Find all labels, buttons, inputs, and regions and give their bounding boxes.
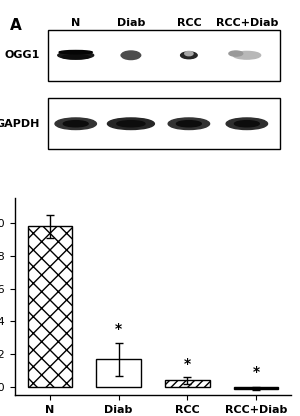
Ellipse shape <box>121 52 141 58</box>
Bar <box>234 387 278 389</box>
Ellipse shape <box>55 118 96 129</box>
Ellipse shape <box>176 121 201 127</box>
Text: OGG1: OGG1 <box>4 50 40 60</box>
Text: Diab: Diab <box>117 17 145 27</box>
Ellipse shape <box>117 121 145 127</box>
Text: A: A <box>10 17 21 32</box>
Text: *: * <box>115 322 122 336</box>
Ellipse shape <box>181 52 197 59</box>
Ellipse shape <box>234 121 259 127</box>
Ellipse shape <box>233 52 261 59</box>
Text: RCC: RCC <box>176 17 201 27</box>
Ellipse shape <box>226 118 268 129</box>
Ellipse shape <box>182 52 196 58</box>
Text: *: * <box>184 357 191 371</box>
Text: *: * <box>253 365 260 379</box>
Bar <box>48 30 280 81</box>
Text: N: N <box>71 17 80 27</box>
Ellipse shape <box>58 52 94 59</box>
Ellipse shape <box>168 118 210 129</box>
Bar <box>48 98 280 149</box>
Bar <box>165 381 210 387</box>
Ellipse shape <box>63 121 88 127</box>
Ellipse shape <box>59 50 92 54</box>
Ellipse shape <box>229 51 243 56</box>
Ellipse shape <box>107 118 154 129</box>
Ellipse shape <box>234 52 259 58</box>
Text: GAPDH: GAPDH <box>0 119 40 129</box>
Text: RCC+Diab: RCC+Diab <box>216 17 278 27</box>
Bar <box>28 226 72 387</box>
Ellipse shape <box>185 52 193 56</box>
Ellipse shape <box>62 55 89 59</box>
Bar <box>96 359 141 387</box>
Ellipse shape <box>121 51 141 59</box>
